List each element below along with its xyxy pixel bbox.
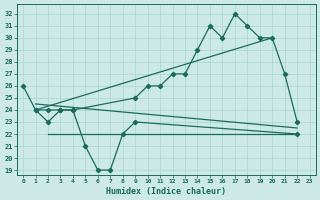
- X-axis label: Humidex (Indice chaleur): Humidex (Indice chaleur): [106, 187, 226, 196]
